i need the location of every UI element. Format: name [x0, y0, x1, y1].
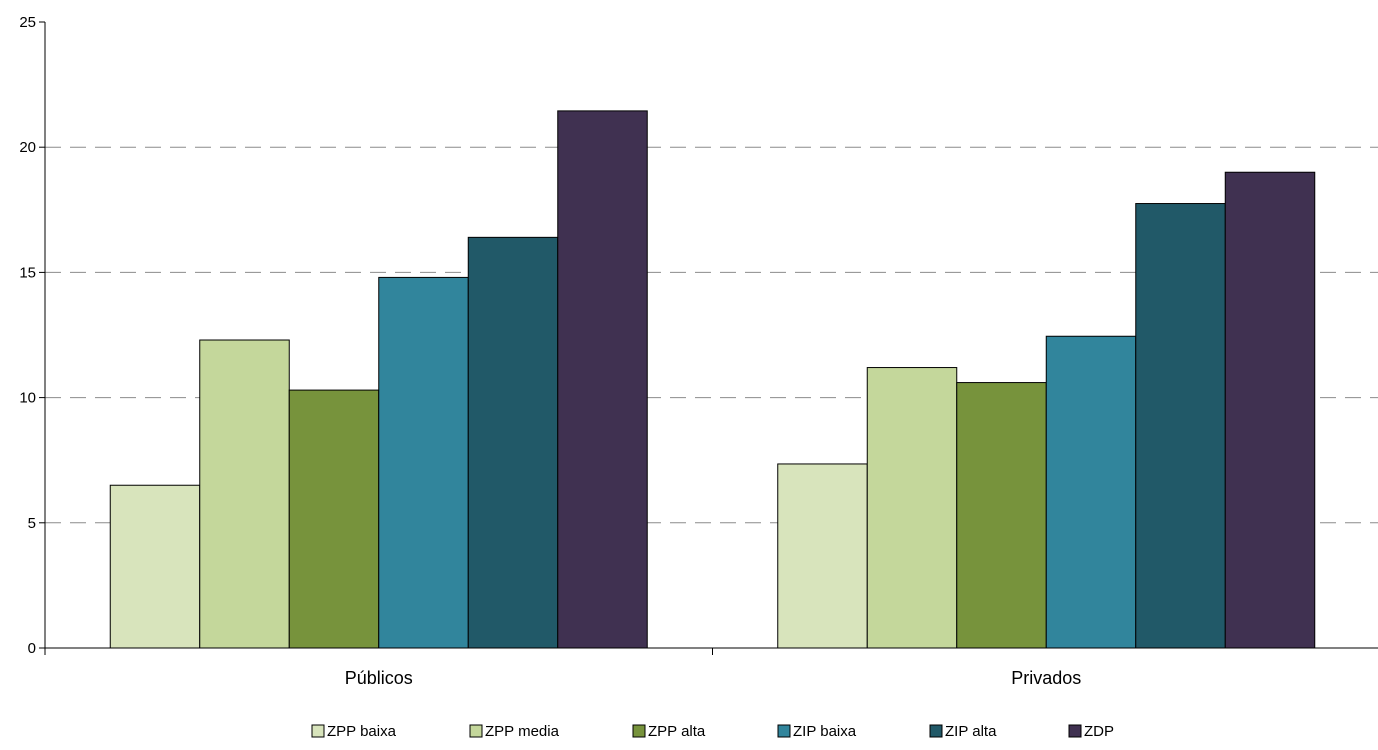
y-tick-label: 10: [19, 390, 36, 407]
y-tick-label: 20: [19, 139, 36, 156]
bar-zpp-baixa-0: [109, 484, 201, 649]
legend-item-zpp-media: ZPP media: [469, 723, 560, 740]
bar-zpp-media-1: [866, 367, 958, 649]
bar-zip-alta-0: [467, 236, 559, 649]
bars: [109, 110, 1316, 649]
legend-label: ZIP alta: [945, 723, 997, 740]
legend: ZPP baixa ZPP media ZPP alta ZIP baixa ZIP a…: [311, 723, 1114, 740]
bar-zpp-media-0: [199, 339, 290, 649]
bar-zdp-1: [1224, 171, 1316, 649]
legend-swatch: [469, 724, 483, 738]
legend-swatch: [311, 724, 325, 738]
legend-item-zpp-baixa: ZPP baixa: [311, 723, 397, 740]
legend-item-zdp: ZDP: [1068, 723, 1114, 740]
bar-zip-baixa-1: [1045, 335, 1137, 649]
legend-item-zip-baixa: ZIP baixa: [777, 723, 857, 740]
bar-zpp-alta-1: [956, 382, 1047, 649]
y-tick-label: 15: [19, 264, 36, 281]
legend-item-zip-alta: ZIP alta: [929, 723, 997, 740]
x-category-label: Privados: [1011, 668, 1081, 688]
legend-swatch: [929, 724, 943, 738]
x-category-labels: Públicos Privados: [345, 668, 1082, 688]
legend-swatch: [1068, 724, 1082, 738]
legend-label: ZIP baixa: [793, 723, 857, 740]
bar-zpp-baixa-1: [777, 463, 868, 649]
legend-label: ZPP media: [485, 723, 560, 740]
axes: [39, 21, 1378, 655]
y-tick-labels: 0 5 10 15 20 25: [19, 14, 36, 657]
y-tick-label: 5: [28, 515, 36, 532]
legend-item-zpp-alta: ZPP alta: [632, 723, 706, 740]
legend-swatch: [777, 724, 791, 738]
legend-label: ZDP: [1084, 723, 1114, 740]
bar-zdp-0: [557, 110, 648, 649]
y-tick-label: 0: [28, 640, 36, 657]
x-category-label: Públicos: [345, 668, 413, 688]
legend-label: ZPP alta: [648, 723, 706, 740]
bar-zip-baixa-0: [378, 276, 469, 649]
bar-zpp-alta-0: [288, 389, 380, 649]
legend-swatch: [632, 724, 646, 738]
y-tick-label: 25: [19, 14, 36, 31]
legend-label: ZPP baixa: [327, 723, 397, 740]
bar-zip-alta-1: [1135, 203, 1226, 649]
